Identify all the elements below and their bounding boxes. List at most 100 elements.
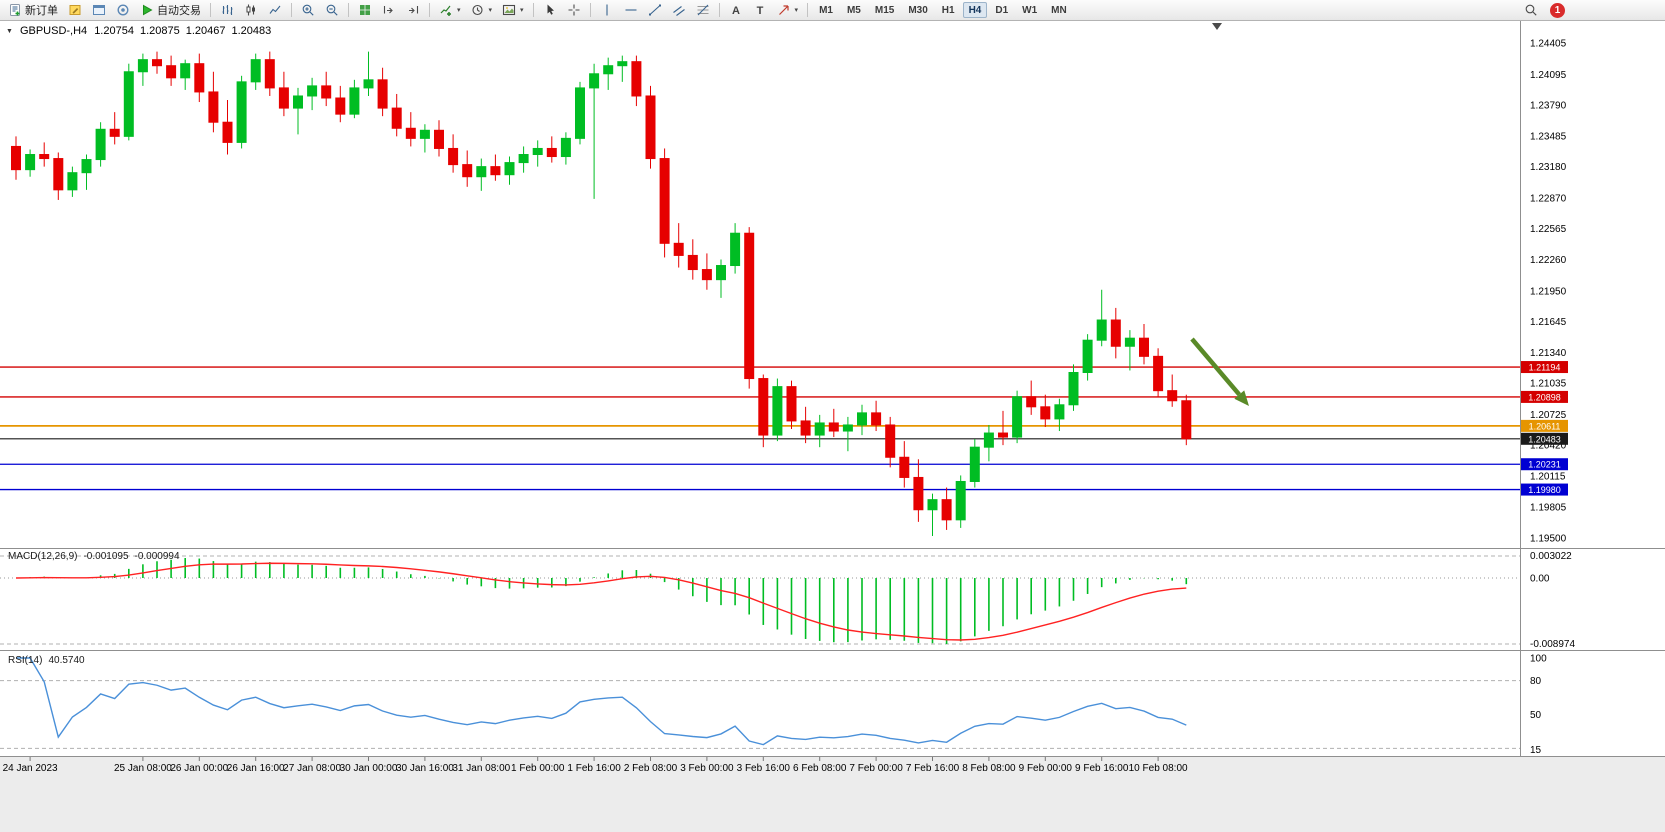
timeframe-m1[interactable]: M1 (813, 2, 839, 18)
search-button[interactable] (1520, 1, 1542, 19)
templates-button[interactable]: ▾ (498, 1, 528, 19)
svg-text:9 Feb 00:00: 9 Feb 00:00 (1019, 763, 1073, 774)
svg-text:27 Jan 08:00: 27 Jan 08:00 (283, 763, 341, 774)
high-value: 1.20875 (139, 25, 180, 37)
timeframe-h1[interactable]: H1 (936, 2, 961, 18)
timeframe-h4[interactable]: H4 (962, 2, 988, 18)
timeframe-w1[interactable]: W1 (1016, 2, 1043, 18)
one-click-trading-toggle[interactable]: ▼ (6, 27, 13, 35)
channel-tool-button[interactable] (668, 1, 690, 19)
svg-text:80: 80 (1530, 676, 1542, 687)
terminal-button[interactable] (88, 1, 110, 19)
new-order-icon (10, 4, 20, 16)
rsi-panel (0, 657, 1520, 749)
svg-text:31 Jan 08:00: 31 Jan 08:00 (452, 763, 510, 774)
timeframe-m30[interactable]: M30 (902, 2, 933, 18)
svg-text:9 Feb 16:00: 9 Feb 16:00 (1075, 763, 1129, 774)
svg-text:1.20898: 1.20898 (1528, 392, 1561, 402)
line-chart-button[interactable] (264, 1, 286, 19)
ohlc-values: 1.20754 1.20875 1.20467 1.20483 (94, 25, 271, 37)
open-value: 1.20754 (94, 25, 134, 37)
tile-windows-button[interactable] (354, 1, 376, 19)
symbol-period-label: GBPUSD-,H4 (19, 25, 88, 37)
close-value: 1.20483 (231, 25, 272, 37)
svg-text:1.19500: 1.19500 (1530, 534, 1567, 545)
label-icon: T (756, 5, 763, 17)
timeframe-label: M5 (846, 4, 861, 16)
fibonacci-tool-button[interactable] (692, 1, 714, 19)
timeframe-label: H1 (941, 4, 955, 16)
svg-text:A: A (732, 5, 740, 17)
periods-button[interactable]: ▾ (467, 1, 497, 19)
svg-text:1.22260: 1.22260 (1530, 255, 1567, 266)
macd-signal-value: -0.000994 (134, 551, 180, 562)
macd-name: MACD(12,26,9) (8, 551, 78, 562)
toolbar-separator (348, 3, 349, 17)
svg-text:1.23180: 1.23180 (1530, 162, 1567, 173)
indicators-icon (440, 5, 451, 16)
zoom-in-button[interactable] (297, 1, 319, 19)
community-button[interactable] (112, 1, 134, 19)
svg-text:1.21340: 1.21340 (1530, 348, 1567, 359)
rsi-value: 40.5740 (48, 655, 85, 666)
indicators-button[interactable]: ▾ (435, 1, 465, 19)
svg-text:7 Feb 16:00: 7 Feb 16:00 (906, 763, 960, 774)
chart-shift-icon (409, 6, 419, 14)
crosshair-button[interactable] (563, 1, 585, 19)
toolbar-separator (718, 3, 720, 17)
new-order-button[interactable]: 新订单 (4, 1, 62, 19)
trendline-icon (648, 4, 661, 16)
horizontal-line-tool-button[interactable] (620, 1, 642, 19)
auto-scroll-icon (383, 6, 393, 14)
notification-badge[interactable]: 1 (1550, 2, 1565, 18)
text-tool-button[interactable]: A (725, 1, 747, 19)
cursor-button[interactable] (539, 1, 561, 19)
terminal-window-icon (93, 5, 105, 15)
svg-text:30 Jan 16:00: 30 Jan 16:00 (396, 763, 454, 774)
timeframe-m15[interactable]: M15 (869, 2, 900, 18)
metaeditor-button[interactable] (64, 1, 86, 19)
svg-text:1 Feb 16:00: 1 Feb 16:00 (567, 763, 621, 774)
timeframe-label: D1 (995, 4, 1009, 16)
macd-indicator-label: MACD(12,26,9) -0.001095 -0.000994 (8, 551, 180, 562)
svg-text:1.20420: 1.20420 (1530, 441, 1567, 452)
cursor-icon (547, 4, 554, 15)
svg-text:1.21950: 1.21950 (1530, 286, 1567, 297)
svg-text:7 Feb 00:00: 7 Feb 00:00 (849, 763, 903, 774)
window-chrome (0, 20, 1665, 757)
autotrading-button[interactable]: 自动交易 (136, 1, 205, 19)
svg-text:3 Feb 00:00: 3 Feb 00:00 (680, 763, 734, 774)
timeframe-label: H4 (968, 4, 982, 16)
metaeditor-icon (69, 5, 81, 15)
trendline-tool-button[interactable] (644, 1, 666, 19)
timeframe-mn[interactable]: MN (1045, 2, 1073, 18)
arrow-tool-icon (778, 5, 789, 15)
zoom-in-icon (302, 4, 314, 16)
candlestick-chart-button[interactable] (240, 1, 262, 19)
label-tool-button[interactable]: T (749, 1, 771, 19)
vertical-line-tool-button[interactable] (596, 1, 618, 19)
macd-main-value: -0.001095 (83, 551, 129, 562)
auto-scroll-button[interactable] (378, 1, 400, 19)
line-chart-icon (269, 5, 281, 14)
svg-text:26 Jan 00:00: 26 Jan 00:00 (170, 763, 228, 774)
chart-shift-button[interactable] (402, 1, 424, 19)
chart-shift-marker[interactable] (1212, 23, 1222, 30)
svg-text:1.20483: 1.20483 (1528, 434, 1561, 444)
autotrading-play-icon (143, 4, 153, 16)
timeframe-m5[interactable]: M5 (841, 2, 867, 18)
arrows-tool-button[interactable]: ▾ (773, 1, 803, 19)
zoom-out-icon (326, 4, 338, 16)
timeframe-d1[interactable]: D1 (989, 2, 1014, 18)
channel-icon (672, 6, 685, 16)
svg-text:30 Jan 00:00: 30 Jan 00:00 (340, 763, 398, 774)
toolbar-separator (291, 3, 292, 17)
bar-chart-button[interactable] (216, 1, 238, 19)
toolbar-right-group: 1 (1520, 1, 1661, 19)
crosshair-icon (568, 4, 580, 16)
svg-text:1.23790: 1.23790 (1530, 101, 1567, 112)
svg-text:1.19805: 1.19805 (1530, 503, 1567, 514)
zoom-out-button[interactable] (321, 1, 343, 19)
trend-arrow-annotation[interactable] (1190, 337, 1249, 406)
